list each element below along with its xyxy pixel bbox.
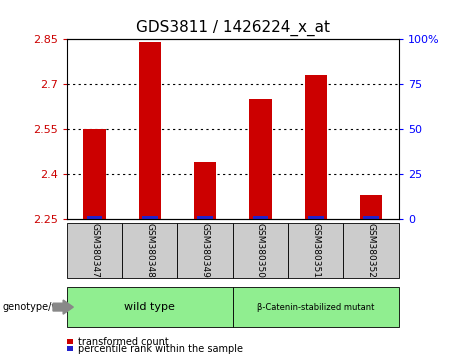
Bar [249, 99, 272, 219]
Text: transformed count: transformed count [78, 337, 169, 347]
Text: GSM380351: GSM380351 [311, 223, 320, 278]
Bar [194, 162, 216, 219]
Bar [142, 216, 158, 219]
Bar [308, 216, 324, 219]
Text: GSM380350: GSM380350 [256, 223, 265, 278]
Bar [83, 129, 106, 219]
Text: GSM380349: GSM380349 [201, 223, 210, 278]
Text: GSM380348: GSM380348 [145, 223, 154, 278]
Text: genotype/variation: genotype/variation [2, 302, 95, 312]
Bar [253, 216, 268, 219]
Bar [363, 216, 379, 219]
Title: GDS3811 / 1426224_x_at: GDS3811 / 1426224_x_at [136, 20, 330, 36]
Bar [87, 216, 102, 219]
Text: GSM380352: GSM380352 [366, 223, 376, 278]
Text: GSM380347: GSM380347 [90, 223, 99, 278]
Text: percentile rank within the sample: percentile rank within the sample [78, 344, 243, 354]
Text: β-Catenin-stabilized mutant: β-Catenin-stabilized mutant [257, 303, 374, 312]
Bar [197, 216, 213, 219]
Bar [305, 75, 327, 219]
Bar [360, 195, 382, 219]
Bar [139, 42, 161, 219]
Text: wild type: wild type [124, 302, 175, 312]
